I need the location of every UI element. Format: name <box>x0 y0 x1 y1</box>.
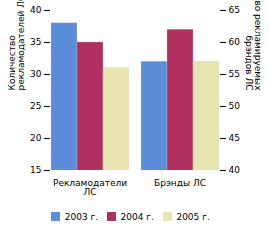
svg-text:50: 50 <box>229 101 241 111</box>
html-text:2005 г.: 2005 г. <box>176 211 210 222</box>
svg-text:Количестворекламодателей ЛС: Количестворекламодателей ЛС <box>7 0 26 91</box>
svg-text:Брэнды ЛС: Брэнды ЛС <box>154 178 206 188</box>
svg-text:15: 15 <box>30 165 41 175</box>
svg-text:Количество рекламируемыхбрэндо: Количество рекламируемыхбрэндов ЛС <box>244 0 263 91</box>
svg-text:30: 30 <box>30 69 42 79</box>
svg-text:45: 45 <box>229 133 240 143</box>
svg-text:35: 35 <box>30 37 41 47</box>
html-text:2003 г.: 2003 г. <box>64 211 99 222</box>
svg-text:25: 25 <box>30 101 41 111</box>
svg-text:55: 55 <box>229 69 240 79</box>
svg-text:40: 40 <box>229 165 241 175</box>
svg-text:60: 60 <box>229 37 241 47</box>
svg-text:40: 40 <box>30 5 42 15</box>
svg-text:65: 65 <box>229 5 240 15</box>
svg-text:РекламодателиЛС: РекламодателиЛС <box>53 178 127 197</box>
html-text:2004 г.: 2004 г. <box>120 211 154 222</box>
svg-text:20: 20 <box>30 133 42 143</box>
